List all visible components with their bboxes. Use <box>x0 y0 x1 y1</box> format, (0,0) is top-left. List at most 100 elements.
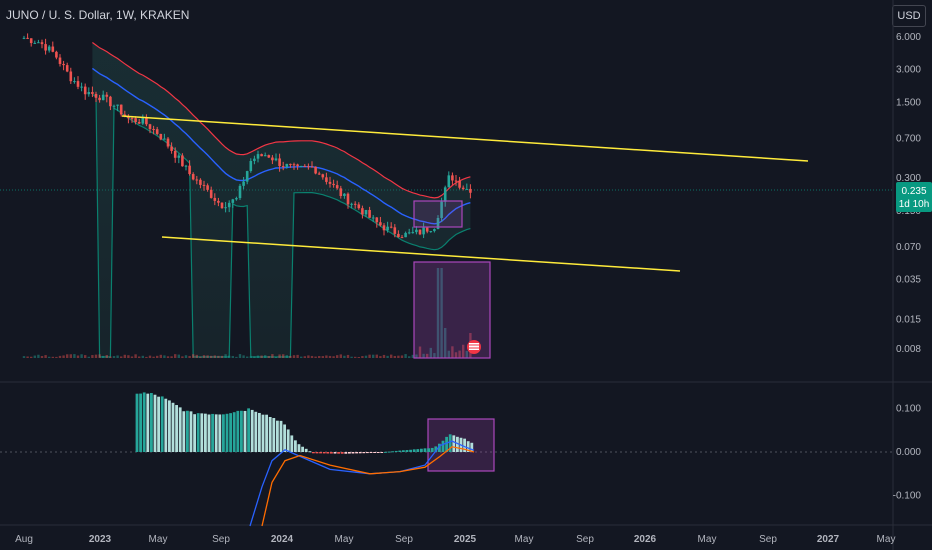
volume-bar <box>152 356 155 358</box>
event-flag-icon[interactable] <box>467 340 481 354</box>
volume-bar <box>368 354 371 358</box>
volume-bar <box>26 356 29 358</box>
volume-bar <box>123 354 126 358</box>
volume-bar <box>33 355 36 358</box>
candle-body <box>170 146 173 151</box>
volume-bar <box>253 356 256 358</box>
candle-body <box>335 185 339 189</box>
candle-body <box>469 188 472 193</box>
volume-bar <box>166 356 170 358</box>
macd-histogram-bar <box>160 396 164 452</box>
macd-histogram-bar <box>225 413 229 452</box>
candle-body <box>213 197 217 201</box>
candle-body <box>386 226 389 231</box>
price-highlight-box[interactable] <box>413 200 463 228</box>
time-axis[interactable]: Aug 2023 May Sep 2024 May Sep 2025 May Sep 2026 May… <box>15 534 895 545</box>
macd-histogram-bar <box>326 452 330 454</box>
macd-histogram-bar <box>344 452 348 454</box>
candle-body <box>361 208 364 215</box>
band-fill <box>92 42 471 357</box>
upper-trendline[interactable] <box>121 115 809 162</box>
time-tick-label: Aug <box>15 534 33 545</box>
volume-bar <box>37 354 40 358</box>
candle-body <box>461 187 465 189</box>
volume-bar <box>195 354 198 358</box>
time-tick-label: Sep <box>395 534 413 545</box>
candle-body <box>220 202 224 209</box>
macd-histogram-bar <box>384 451 387 453</box>
volume-bar <box>350 356 353 358</box>
macd-histogram-bar <box>243 410 247 452</box>
candlestick-series[interactable] <box>22 33 472 239</box>
candle-body <box>364 209 368 215</box>
volume-bar <box>217 355 220 358</box>
price-tick-label: 0.700 <box>896 133 921 144</box>
macd-histogram-bar <box>470 442 474 452</box>
macd-histogram-bar <box>247 408 250 452</box>
candle-body <box>260 154 263 157</box>
candle-body <box>375 217 379 223</box>
macd-histogram-bar <box>250 409 254 452</box>
candle-body <box>69 71 73 82</box>
volume-bar <box>278 354 281 358</box>
candle-body <box>58 57 62 64</box>
bar-countdown: 1d 10h <box>899 199 930 210</box>
lower-trendline[interactable] <box>161 236 681 272</box>
volume-bar <box>231 355 234 358</box>
macd-histogram-bar <box>193 414 196 452</box>
volume-bar <box>76 355 80 358</box>
candle-body <box>422 227 425 235</box>
macd-tick-label: -0.100 <box>893 491 922 502</box>
volume-bar <box>224 354 227 358</box>
candle-body <box>415 229 418 233</box>
volume-bar <box>440 268 443 358</box>
volume-bar <box>242 355 245 358</box>
macd-histogram-bar <box>452 435 456 452</box>
candle-body <box>116 104 119 106</box>
candle-body <box>292 164 296 166</box>
volume-bar <box>415 354 418 358</box>
macd-histogram-bar <box>333 452 337 454</box>
volume-bar <box>397 355 400 358</box>
macd-histogram-bar <box>427 448 430 452</box>
macd-histogram-bar <box>358 452 362 454</box>
macd-histogram-bar <box>261 414 265 452</box>
macd-histogram-bar <box>153 394 157 452</box>
macd-histogram-bar <box>218 414 222 452</box>
macd-histogram-bar <box>402 450 405 452</box>
time-tick-label: Sep <box>212 534 230 545</box>
candle-body <box>256 154 260 159</box>
candle-body <box>278 158 281 167</box>
price-tick-label: 0.035 <box>896 274 921 285</box>
volume-bar <box>296 354 299 358</box>
volume-bar <box>163 355 166 358</box>
candle-body <box>274 158 278 161</box>
moving-average-line <box>91 67 471 225</box>
macd-histogram-bar <box>430 447 434 452</box>
candle-body <box>80 86 83 88</box>
volume-bar <box>188 355 191 358</box>
candle-body <box>400 237 404 239</box>
macd-histogram-bar <box>420 448 423 452</box>
macd-tick-label: 0.000 <box>896 447 921 458</box>
macd-histogram-bar <box>214 414 218 452</box>
volume-bar <box>130 356 134 358</box>
macd-histogram-bar <box>142 392 146 452</box>
candle-body <box>397 233 400 238</box>
macd-axis[interactable]: 0.100 0.000 -0.100 <box>893 404 922 502</box>
candle-body <box>22 37 26 39</box>
candle-body <box>253 158 256 161</box>
volume-bar <box>84 355 87 358</box>
volume-bar <box>112 356 116 358</box>
volume-bar <box>357 356 360 358</box>
volume-bar <box>102 355 105 358</box>
macd-histogram-bar <box>394 450 398 452</box>
volume-bar <box>156 355 159 358</box>
volume-bar <box>462 344 465 358</box>
price-tick-label: 3.000 <box>896 65 921 76</box>
volume-bar <box>134 354 137 358</box>
volume-bar <box>58 355 62 358</box>
volume-bar <box>379 356 382 358</box>
volume-bar <box>411 354 414 358</box>
